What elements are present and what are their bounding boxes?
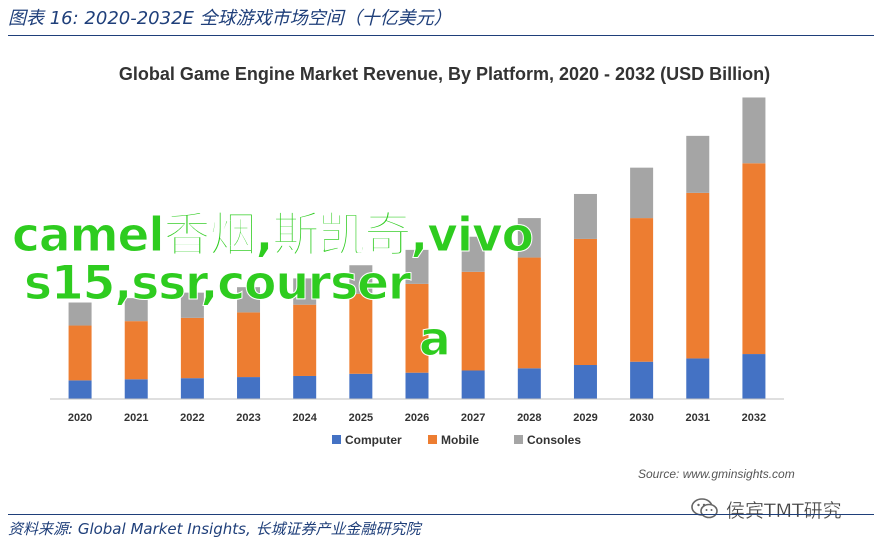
bar-computer-2024 [293,375,317,399]
footer-rule [8,514,874,515]
x-tick-label-2022: 2022 [180,412,204,424]
bar-mobile-2021 [124,321,148,380]
bar-consoles-2032 [742,97,766,164]
overlay-text-line1: camel香烟,斯凯奇,vivo [12,208,535,264]
bar-computer-2030 [630,361,654,399]
x-tick-label-2025: 2025 [349,412,373,424]
bar-computer-2025 [349,373,373,399]
bar-mobile-2031 [686,192,710,359]
bar-consoles-2028 [517,218,541,258]
overlay-text-line2: s15,ssr,courser [23,256,411,312]
watermark: 侯宾TMT研究 [690,496,842,522]
legend-label-consoles: Consoles [527,433,581,447]
bar-computer-2032 [742,354,766,399]
bar-mobile-2030 [630,218,654,362]
title-rule [8,35,874,36]
legend-label-computer: Computer [345,433,402,447]
bar-consoles-2029 [573,193,597,239]
bar-mobile-2032 [742,163,766,355]
bar-consoles-2022 [180,292,204,318]
figure-title: 图表 16: 2020-2032E 全球游戏市场空间（十亿美元） [8,8,452,29]
bar-computer-2020 [68,380,92,399]
bar-computer-2028 [517,368,541,399]
x-tick-label-2030: 2030 [629,412,653,424]
x-tick-label-2024: 2024 [292,412,317,424]
legend-swatch-consoles [514,435,523,444]
bar-computer-2026 [405,372,429,399]
x-tick-label-2021: 2021 [124,412,148,424]
bar-mobile-2026 [405,283,429,373]
bar-mobile-2027 [461,271,485,371]
wechat-icon [691,498,718,519]
x-tick-label-2026: 2026 [405,412,429,424]
bar-consoles-2030 [630,167,654,219]
bar-mobile-2025 [349,293,373,374]
x-tick-label-2027: 2027 [461,412,485,424]
bar-computer-2027 [461,370,485,399]
bar-computer-2031 [686,358,710,399]
x-tick-label-2029: 2029 [573,412,597,424]
bar-consoles-2025 [349,265,373,294]
x-tick-label-2031: 2031 [686,412,710,424]
watermark-text: 侯宾TMT研究 [726,499,842,522]
legend-swatch-computer [332,435,341,444]
footer-source: 资料来源: Global Market Insights, 长城证券产业金融研究… [8,520,421,538]
bar-consoles-2024 [293,278,317,305]
bar-consoles-2026 [405,249,429,284]
bar-consoles-2020 [68,302,92,326]
bar-mobile-2029 [573,238,597,366]
bar-computer-2023 [237,377,261,399]
bar-mobile-2020 [68,325,92,381]
bar-mobile-2022 [180,317,204,379]
x-tick-label-2028: 2028 [517,412,541,424]
x-tick-label-2020: 2020 [68,412,92,424]
bar-consoles-2031 [686,135,710,193]
bar-computer-2029 [573,365,597,399]
x-tick-label-2023: 2023 [236,412,260,424]
bar-mobile-2028 [517,257,541,369]
legend-label-mobile: Mobile [441,433,479,447]
bar-mobile-2024 [293,304,317,376]
bar-consoles-2027 [461,236,485,272]
source-note: Source: www.gminsights.com [638,467,795,481]
overlay-text-line3: a [419,312,452,368]
legend-swatch-mobile [428,435,437,444]
bar-computer-2021 [124,379,148,399]
chart-title: Global Game Engine Market Revenue, By Pl… [118,64,771,84]
x-tick-label-2032: 2032 [742,412,766,424]
bar-computer-2022 [180,378,204,399]
bar-mobile-2023 [237,312,261,378]
bar-consoles-2023 [237,287,261,313]
bar-consoles-2021 [124,298,148,322]
